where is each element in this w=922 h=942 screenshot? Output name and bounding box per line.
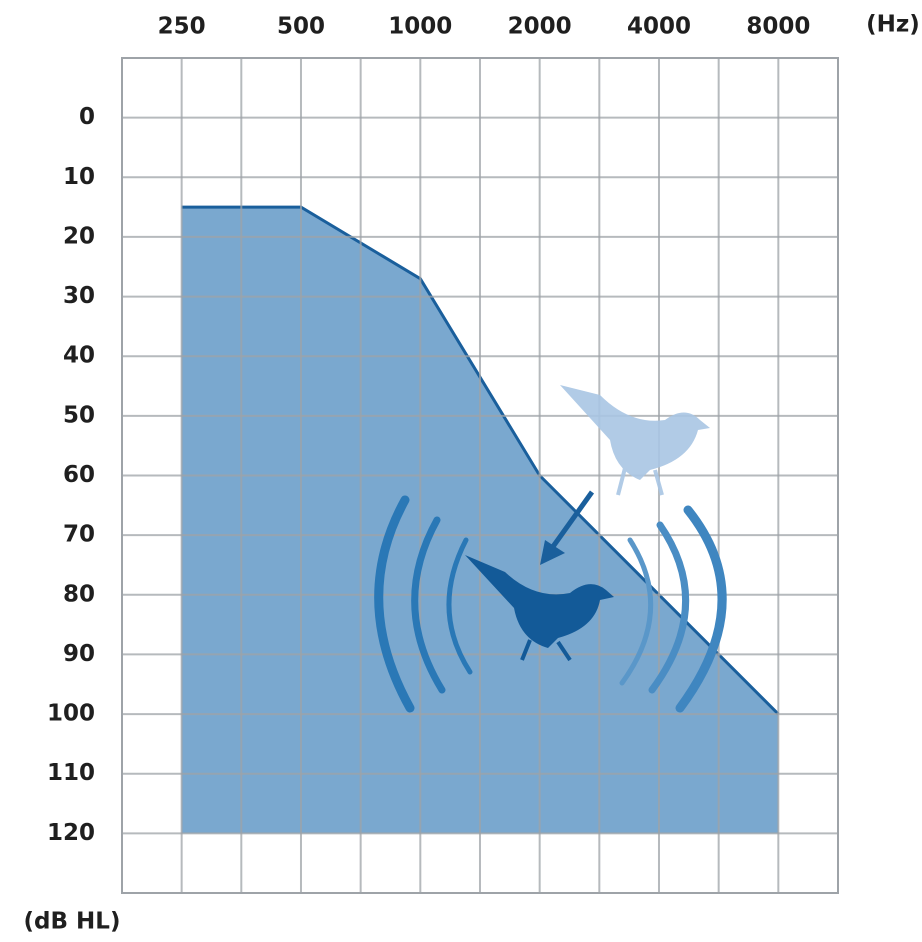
y-tick-label: 40 [63,343,95,369]
x-tick-label: 1000 [388,14,452,40]
y-tick-label: 80 [63,581,95,607]
y-tick-label: 10 [63,164,95,190]
y-tick-label: 60 [63,462,95,488]
x-tick-label: 2000 [508,14,572,40]
y-tick-label: 120 [47,820,95,846]
x-axis-label: (Hz) [866,12,920,38]
y-tick-label: 100 [47,701,95,727]
x-tick-label: 4000 [627,14,691,40]
y-tick-label: 110 [47,760,95,786]
y-tick-label: 20 [63,223,95,249]
y-tick-label: 50 [63,402,95,428]
page: {"chart_data": {"type": "area", "x_label… [0,0,922,942]
x-tick-label: 500 [277,14,325,40]
chart: (Hz) (dB HL) 0 10 20 30 40 50 60 70 80 90 100 110 12… [0,0,922,942]
y-axis-label: (dB HL) [24,909,121,935]
y-tick-label: 70 [63,522,95,548]
x-tick-label: 8000 [746,14,810,40]
y-tick-label: 90 [63,641,95,667]
y-tick-label: 0 [79,104,95,130]
y-tick-label: 30 [63,283,95,309]
bird-light [560,385,710,495]
x-tick-label: 250 [158,14,206,40]
